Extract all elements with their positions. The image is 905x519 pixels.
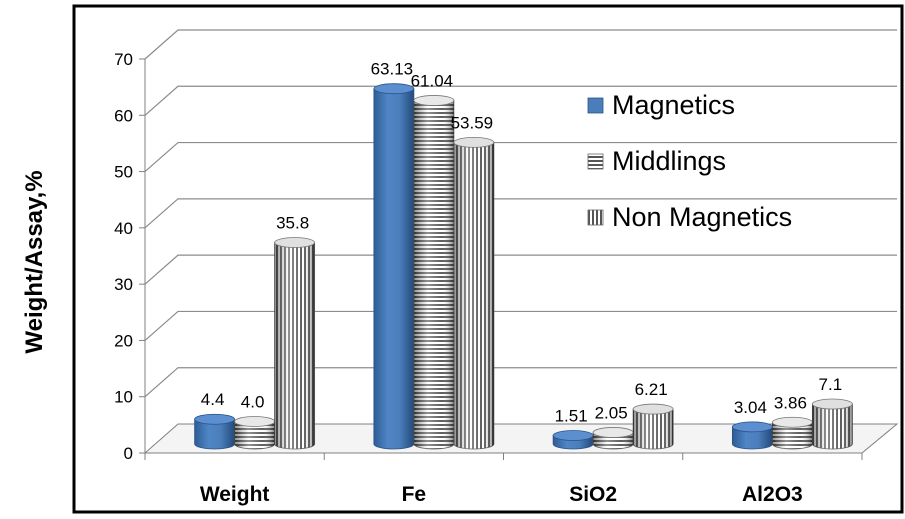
bar-cap bbox=[811, 398, 853, 410]
bar bbox=[234, 416, 276, 450]
data-label: 4.4 bbox=[201, 390, 225, 409]
y-tick-label: 60 bbox=[114, 106, 133, 125]
data-label: 6.21 bbox=[635, 380, 668, 399]
bar-cap bbox=[771, 416, 813, 428]
bar-shading bbox=[772, 422, 813, 449]
legend-swatch bbox=[587, 209, 604, 226]
bar-cap bbox=[194, 413, 236, 425]
bar-cap bbox=[592, 427, 634, 438]
data-label: 61.04 bbox=[411, 71, 454, 90]
data-label: 7.1 bbox=[819, 375, 843, 394]
bar-cap bbox=[632, 403, 674, 415]
gridline bbox=[144, 310, 897, 341]
bar-cap bbox=[453, 136, 495, 148]
x-tick-label: SiO2 bbox=[569, 483, 617, 506]
bar-cap bbox=[413, 95, 455, 106]
y-axis-label: Weight/Assay,% bbox=[21, 170, 48, 353]
data-label: 1.51 bbox=[555, 407, 588, 426]
x-tick-label: Weight bbox=[200, 483, 270, 506]
legend-label: Middlings bbox=[612, 146, 726, 176]
legend-label: Non Magnetics bbox=[612, 202, 792, 232]
bar-shading bbox=[812, 404, 853, 449]
x-tick-label: Fe bbox=[402, 483, 427, 506]
y-tick-label: 10 bbox=[114, 388, 133, 407]
floor bbox=[143, 423, 899, 454]
bar-shading bbox=[413, 100, 454, 449]
data-labels: 4.4 63.13 1.51 3.04 4.0 61.04 2.05 3.86 35.8 53.5… bbox=[201, 60, 842, 426]
data-label: 35.8 bbox=[276, 213, 309, 232]
bar-body bbox=[373, 88, 415, 450]
data-label: 3.04 bbox=[734, 398, 767, 417]
y-tick-label: 30 bbox=[114, 275, 133, 294]
y-tick-label: 50 bbox=[114, 163, 133, 182]
y-tick-label: 0 bbox=[124, 444, 133, 463]
data-label: 3.86 bbox=[774, 393, 807, 412]
bar-cap bbox=[274, 237, 316, 248]
legend: Magnetics Middlings Non Magnetics bbox=[587, 90, 792, 232]
bar bbox=[194, 413, 236, 450]
data-label: 4.0 bbox=[241, 392, 265, 411]
bar bbox=[552, 430, 594, 450]
bar-shading bbox=[453, 142, 494, 449]
bar bbox=[632, 403, 674, 450]
data-label: 2.05 bbox=[595, 403, 628, 422]
y-axis-ticks: 0 10 20 30 40 50 60 70 bbox=[114, 50, 145, 463]
bar-cap bbox=[552, 430, 594, 441]
y-tick-label: 70 bbox=[114, 50, 133, 69]
bar bbox=[771, 416, 813, 450]
bar-cap bbox=[373, 83, 415, 95]
gridline bbox=[144, 85, 897, 116]
gridline bbox=[144, 29, 897, 60]
bar bbox=[811, 398, 853, 450]
bar bbox=[592, 427, 634, 450]
y-tick-label: 40 bbox=[114, 219, 133, 238]
x-axis-ticks: Weight Fe SiO2 Al2O3 bbox=[144, 453, 863, 506]
bar-shading bbox=[633, 409, 674, 449]
gridline bbox=[144, 198, 897, 229]
bar-cap bbox=[731, 421, 773, 433]
gridline bbox=[144, 141, 897, 173]
legend-swatch bbox=[587, 97, 604, 114]
bar bbox=[274, 237, 316, 450]
gridlines bbox=[144, 29, 897, 398]
gridline bbox=[144, 254, 897, 285]
y-tick-label: 20 bbox=[114, 331, 133, 350]
legend-label: Magnetics bbox=[612, 90, 735, 120]
data-label: 53.59 bbox=[451, 113, 494, 132]
gridline bbox=[144, 367, 897, 398]
bar-shading bbox=[274, 242, 315, 449]
bar-cap bbox=[234, 416, 276, 427]
bar bbox=[413, 95, 455, 450]
chart-walls bbox=[143, 59, 899, 454]
x-tick-label: Al2O3 bbox=[742, 483, 803, 506]
legend-swatch bbox=[587, 153, 604, 170]
plot-frame bbox=[72, 4, 904, 514]
bar bbox=[731, 421, 773, 450]
bar bbox=[373, 83, 415, 450]
bar-shading bbox=[234, 421, 275, 449]
bar bbox=[453, 136, 495, 450]
bars bbox=[194, 83, 853, 450]
data-label: 63.13 bbox=[371, 60, 414, 79]
